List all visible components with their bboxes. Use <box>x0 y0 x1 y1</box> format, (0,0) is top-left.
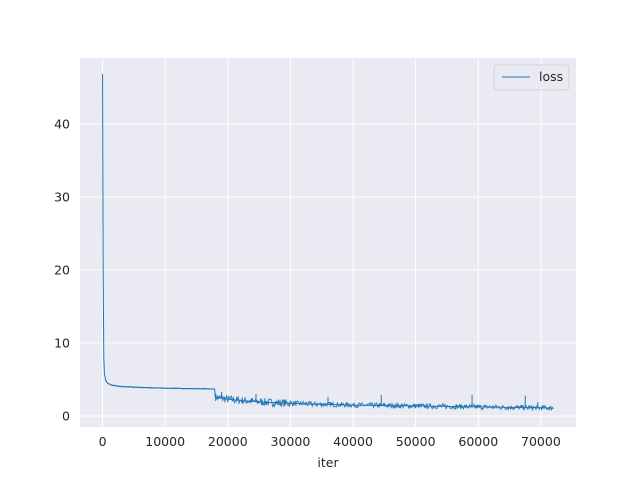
x-tick-labels: 0 10000 20000 30000 40000 50000 60000 70000 <box>99 434 561 449</box>
x-tick-label: 70000 <box>521 434 561 449</box>
plot-background <box>80 58 576 427</box>
y-tick-label: 0 <box>62 409 70 424</box>
x-tick-label: 10000 <box>145 434 185 449</box>
x-tick-label: 20000 <box>208 434 248 449</box>
x-axis-label: iter <box>317 455 339 470</box>
x-tick-label: 50000 <box>396 434 436 449</box>
legend: loss <box>493 64 570 91</box>
series-layer <box>102 74 554 412</box>
x-tick-label: 0 <box>99 434 107 449</box>
x-tick-label: 30000 <box>271 434 311 449</box>
y-tick-label: 40 <box>54 116 70 131</box>
y-tick-label: 30 <box>54 189 70 204</box>
x-tick-label: 60000 <box>458 434 498 449</box>
y-tick-label: 10 <box>54 335 70 350</box>
x-tick-label: 40000 <box>333 434 373 449</box>
y-tick-label: 20 <box>54 262 70 277</box>
legend-box <box>493 64 570 91</box>
x-gridlines <box>102 58 542 427</box>
series-noise-loss <box>214 393 554 412</box>
y-gridlines <box>80 123 576 417</box>
y-tick-labels: 0 10 20 30 40 <box>54 116 70 423</box>
legend-label-loss: loss <box>539 69 563 84</box>
series-early-noise-loss <box>105 380 215 390</box>
